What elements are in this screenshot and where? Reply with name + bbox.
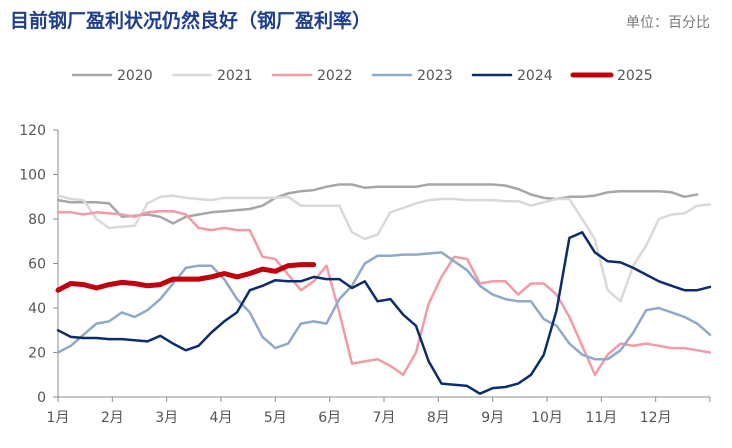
legend-label-2023: 2023 <box>417 68 453 84</box>
legend-label-2022: 2022 <box>317 68 353 84</box>
chart-legend: 2020 2021 2022 2023 2024 2025 <box>71 68 653 84</box>
x-tick-label: 10月 <box>531 410 563 426</box>
x-tick-label: 2月 <box>101 410 124 426</box>
unit-label: 单位：百分比 <box>626 15 710 31</box>
legend-label-2025: 2025 <box>617 68 653 84</box>
x-tick-label: 7月 <box>373 410 396 426</box>
x-tick-label: 5月 <box>264 410 287 426</box>
y-tick-label: 0 <box>37 390 46 406</box>
x-tick-label: 1月 <box>47 410 70 426</box>
series-line-2022 <box>56 209 712 377</box>
axes: 0 20 40 60 80 100 120 1月 2月 3月 4月 5月 6月 7月 8月 9月 10月 11月 1… <box>19 123 711 426</box>
y-tick-label: 20 <box>28 346 46 362</box>
x-tick-label: 9月 <box>481 410 504 426</box>
y-tick-label: 80 <box>28 212 46 228</box>
x-tick-label: 8月 <box>427 410 450 426</box>
x-tick-label: 3月 <box>155 410 178 426</box>
series-line-2021 <box>56 194 712 303</box>
legend-label-2020: 2020 <box>117 68 153 84</box>
series-line-2024 <box>56 231 712 395</box>
y-tick-label: 60 <box>28 257 46 273</box>
x-tick-label: 11月 <box>585 410 617 426</box>
x-tick-label: 4月 <box>210 410 233 426</box>
legend-label-2024: 2024 <box>517 68 553 84</box>
x-tick-label: 6月 <box>318 410 341 426</box>
y-tick-label: 120 <box>19 123 46 139</box>
series-line-2023 <box>56 251 712 361</box>
series-line-2025 <box>55 262 317 293</box>
legend-label-2021: 2021 <box>217 68 253 84</box>
y-tick-label: 40 <box>28 301 46 317</box>
series-line-2020 <box>56 183 699 225</box>
y-tick-label: 100 <box>19 168 46 184</box>
chart-title: 目前钢厂盈利状况仍然良好（钢厂盈利率） <box>10 10 372 32</box>
series-lines <box>55 183 712 395</box>
x-tick-label: 12月 <box>640 410 672 426</box>
